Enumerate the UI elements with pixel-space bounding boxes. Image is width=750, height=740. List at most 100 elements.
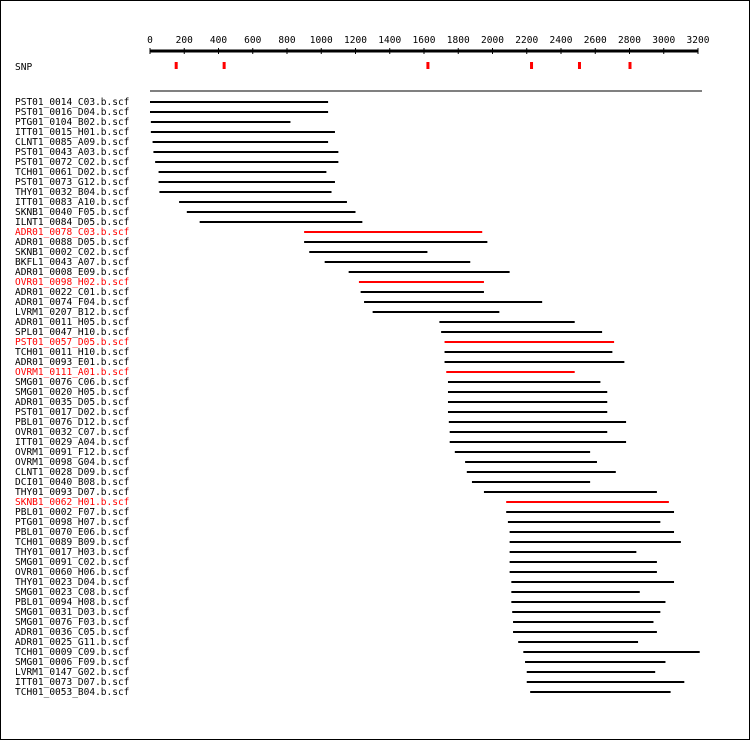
axis-tick-label: 3200	[687, 35, 710, 46]
axis-tick-label: 800	[278, 35, 295, 46]
axis-tick-label: 2200	[515, 35, 538, 46]
read-name[interactable]: SMG01_0020_H05.b.scf	[15, 387, 129, 398]
read-name[interactable]: SMG01_0023_C08.b.scf	[15, 587, 129, 598]
position-axis: 0 200 400 600 800 1000 1200 1400 1600 1800 2000 220…	[147, 35, 710, 54]
read-name[interactable]: SMG01_0076_C06.b.scf	[15, 377, 129, 388]
read-name[interactable]: SKNB1_0040_F05.b.scf	[15, 207, 129, 218]
axis-tick-label: 2000	[481, 35, 504, 46]
read-name[interactable]: OVR01_0032_C07.b.scf	[15, 427, 129, 438]
read-name[interactable]: ADR01_0078_C03.b.scf	[15, 227, 129, 238]
read-row: OVRM1_0098_G04.b.scf	[15, 457, 597, 468]
read-name[interactable]: PST01_0043_A03.b.scf	[15, 147, 129, 158]
read-row: PST01_0072_C02.b.scf	[15, 157, 339, 168]
read-name[interactable]: PBL01_0002_F07.b.scf	[15, 507, 129, 518]
read-name[interactable]: ADR01_0025_G11.b.scf	[15, 637, 129, 648]
read-name[interactable]: TCH01_0089_B09.b.scf	[15, 537, 129, 548]
read-name[interactable]: PST01_0073_G12.b.scf	[15, 177, 129, 188]
read-row: ITT01_0015_H01.b.scf	[15, 127, 335, 138]
read-name[interactable]: DCI01_0040_B08.b.scf	[15, 477, 129, 488]
read-name[interactable]: PST01_0017_D02.b.scf	[15, 407, 129, 418]
read-name[interactable]: OVR01_0098_H02.b.scf	[15, 277, 129, 288]
read-name[interactable]: ILNT1_0084_D05.b.scf	[15, 217, 129, 228]
read-name[interactable]: ITT01_0073_D07.b.scf	[15, 677, 129, 688]
read-name[interactable]: PBL01_0076_D12.b.scf	[15, 417, 129, 428]
read-row: ADR01_0022_C01.b.scf	[15, 287, 484, 298]
read-list: PST01_0014_C03.b.scfPST01_0016_D04.b.scf…	[15, 97, 700, 698]
read-name[interactable]: THY01_0093_D07.b.scf	[15, 487, 129, 498]
read-row: SMG01_0023_C08.b.scf	[15, 587, 640, 598]
read-row: OVR01_0060_H06.b.scf	[15, 567, 657, 578]
read-name[interactable]: BKFL1_0043_A07.b.scf	[15, 257, 129, 268]
read-name[interactable]: SMG01_0031_D03.b.scf	[15, 607, 129, 618]
read-name[interactable]: PBL01_0070_E06.b.scf	[15, 527, 129, 538]
read-name[interactable]: PST01_0014_C03.b.scf	[15, 97, 129, 108]
read-name[interactable]: PBL01_0094_H08.b.scf	[15, 597, 129, 608]
snp-track-label: SNP	[15, 62, 32, 73]
read-row: PST01_0043_A03.b.scf	[15, 147, 339, 158]
axis-tick-label: 0	[147, 35, 153, 46]
read-name[interactable]: THY01_0017_H03.b.scf	[15, 547, 129, 558]
read-row: PBL01_0094_H08.b.scf	[15, 597, 666, 608]
read-name[interactable]: ADR01_0088_D05.b.scf	[15, 237, 129, 248]
read-row: THY01_0017_H03.b.scf	[15, 547, 637, 558]
read-name[interactable]: CLNT1_0028_D09.b.scf	[15, 467, 129, 478]
read-row: PST01_0016_D04.b.scf	[15, 107, 329, 118]
read-row: SKNB1_0062_H01.b.scf	[15, 497, 669, 508]
read-name[interactable]: TCH01_0053_B04.b.scf	[15, 687, 129, 698]
read-row: LVRM1_0207_B12.b.scf	[15, 307, 500, 318]
read-name[interactable]: THY01_0023_D04.b.scf	[15, 577, 129, 588]
read-name[interactable]: LVRM1_0147_G02.b.scf	[15, 667, 129, 678]
read-row: SMG01_0020_H05.b.scf	[15, 387, 608, 398]
read-name[interactable]: PST01_0072_C02.b.scf	[15, 157, 129, 168]
read-name[interactable]: ADR01_0093_E01.b.scf	[15, 357, 129, 368]
read-name[interactable]: OVRM1_0111_A01.b.scf	[15, 367, 129, 378]
read-name[interactable]: LVRM1_0207_B12.b.scf	[15, 307, 129, 318]
read-row: SKNB1_0040_F05.b.scf	[15, 207, 356, 218]
read-name[interactable]: PTG01_0098_H07.b.scf	[15, 517, 129, 528]
read-name[interactable]: ITT01_0015_H01.b.scf	[15, 127, 129, 138]
read-name[interactable]: OVRM1_0098_G04.b.scf	[15, 457, 129, 468]
read-row: PST01_0057_D05.b.scf	[15, 337, 615, 348]
read-name[interactable]: THY01_0032_B04.b.scf	[15, 187, 129, 198]
read-row: SMG01_0076_F03.b.scf	[15, 617, 654, 628]
read-name[interactable]: OVRM1_0091_F12.b.scf	[15, 447, 129, 458]
axis-tick-label: 200	[176, 35, 193, 46]
read-row: PTG01_0104_B02.b.scf	[15, 117, 291, 128]
snp-marker	[222, 62, 226, 69]
read-row: ADR01_0036_C05.b.scf	[15, 627, 657, 638]
read-row: ITT01_0073_D07.b.scf	[15, 677, 685, 688]
read-name[interactable]: PTG01_0104_B02.b.scf	[15, 117, 129, 128]
read-name[interactable]: ADR01_0036_C05.b.scf	[15, 627, 129, 638]
read-name[interactable]: ADR01_0022_C01.b.scf	[15, 287, 129, 298]
read-name[interactable]: ADR01_0011_H05.b.scf	[15, 317, 129, 328]
read-name[interactable]: PST01_0016_D04.b.scf	[15, 107, 129, 118]
axis-tick-label: 2800	[618, 35, 641, 46]
read-name[interactable]: SMG01_0006_F09.b.scf	[15, 657, 129, 668]
read-name[interactable]: TCH01_0011_H10.b.scf	[15, 347, 129, 358]
read-name[interactable]: SPL01_0047_H10.b.scf	[15, 327, 129, 338]
read-row: OVRM1_0111_A01.b.scf	[15, 367, 575, 378]
read-row: OVRM1_0091_F12.b.scf	[15, 447, 591, 458]
read-name[interactable]: SMG01_0091_C02.b.scf	[15, 557, 129, 568]
read-row: TCH01_0011_H10.b.scf	[15, 347, 613, 358]
read-name[interactable]: ADR01_0074_F04.b.scf	[15, 297, 129, 308]
read-name[interactable]: ADR01_0035_D05.b.scf	[15, 397, 129, 408]
read-row: ADR01_0088_D05.b.scf	[15, 237, 488, 248]
snp-marker	[530, 62, 534, 69]
read-name[interactable]: TCH01_0061_D02.b.scf	[15, 167, 129, 178]
read-name[interactable]: TCH01_0009_C09.b.scf	[15, 647, 129, 658]
read-name[interactable]: ITT01_0029_A04.b.scf	[15, 437, 129, 448]
read-name[interactable]: SKNB1_0062_H01.b.scf	[15, 497, 129, 508]
read-name[interactable]: CLNT1_0085_A09.b.scf	[15, 137, 129, 148]
read-row: OVR01_0098_H02.b.scf	[15, 277, 484, 288]
read-row: ADR01_0025_G11.b.scf	[15, 637, 639, 648]
read-name[interactable]: ITT01_0083_A10.b.scf	[15, 197, 129, 208]
read-name[interactable]: SMG01_0076_F03.b.scf	[15, 617, 129, 628]
read-name[interactable]: PST01_0057_D05.b.scf	[15, 337, 129, 348]
read-name[interactable]: ADR01_0008_E09.b.scf	[15, 267, 129, 278]
read-name[interactable]: OVR01_0060_H06.b.scf	[15, 567, 129, 578]
read-row: ADR01_0093_E01.b.scf	[15, 357, 625, 368]
read-name[interactable]: SKNB1_0002_C02.b.scf	[15, 247, 129, 258]
